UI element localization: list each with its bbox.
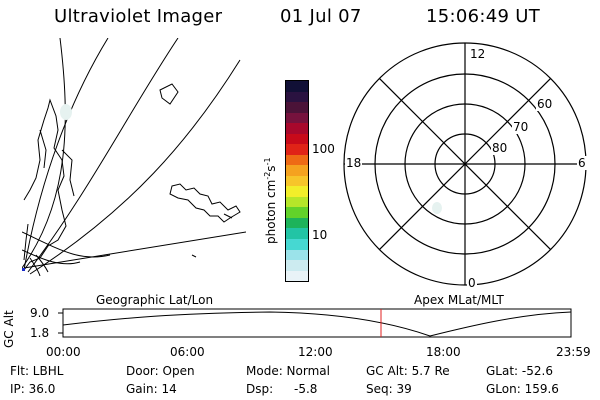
colorbar-swatch [286,102,308,113]
colorbar-swatch [286,133,308,145]
polar-label-18: 18 [345,156,363,170]
polar-ring-60 [374,73,556,255]
info-gc-alt: GC Alt: 5.7 Re [366,364,450,378]
colorbar-swatch [286,112,308,124]
date-label: 01 Jul 07 [280,6,362,27]
colorbar-swatch [286,81,308,92]
polar-label-6: 6 [577,156,587,170]
colorbar-swatch [286,228,308,239]
info-glat: GLat: -52.6 [486,364,553,378]
polar-label-60: 60 [536,97,554,111]
polar-label-70: 70 [512,120,530,134]
info-dsp-label: Dsp: [246,382,274,396]
info-mode: Mode: Normal [246,364,330,378]
time-label: 15:06:49 UT [426,6,541,27]
altitude-y-bottom: 1.8 [30,326,50,340]
info-seq: Seq: 39 [366,382,412,396]
altitude-ylabel: GC Alt [2,310,16,348]
colorbar-unit-label: photon cm-2s-1 [263,157,278,244]
geographic-caption: Geographic Lat/Lon [96,293,214,307]
colorbar-swatch [286,260,308,271]
colorbar-swatch [286,123,308,134]
info-gain: Gain: 14 [126,382,177,396]
polar-diagonal-2 [378,77,552,251]
info-ip: IP: 36.0 [10,382,56,396]
altitude-plot-frame [62,308,572,338]
altitude-x-tick-1800: 18:00 [426,345,461,359]
polar-label-80: 80 [491,141,509,155]
apex-caption: Apex MLat/MLT [414,293,504,307]
colorbar-tick-100: 100 [312,142,335,156]
polar-diagonal-1 [378,77,552,251]
colorbar-swatch [286,165,308,176]
colorbar-swatch [286,207,308,218]
colorbar-swatch [286,249,308,261]
colorbar-swatch [286,91,308,103]
colorbar-swatch [286,217,308,229]
polar-label-12: 12 [469,47,487,61]
altitude-y-top: 9.0 [30,306,50,320]
colorbar-swatch [286,270,308,282]
info-flt: Flt: LBHL [10,364,64,378]
polar-ring-50 [343,42,587,286]
info-dsp-value: -5.8 [294,382,318,396]
altitude-x-tick-2359: 23:59 [556,345,591,359]
altitude-x-tick-0600: 06:00 [170,345,205,359]
info-glon: GLon: 159.6 [486,382,559,396]
colorbar-swatch [286,238,308,250]
altitude-x-tick-0000: 00:00 [46,345,81,359]
polar-ring-80 [434,133,496,195]
colorbar-swatch [286,154,308,166]
altitude-curve [62,311,572,337]
polar-label-0: 0 [467,276,477,290]
colorbar-swatch [286,175,308,187]
altitude-x-tick-1200: 12:00 [298,345,333,359]
colorbar-tick-10: 10 [312,228,328,242]
aurora-spot [432,202,442,214]
colorbar-gradient [285,80,309,282]
colorbar-swatch [286,186,308,197]
colorbar-swatch [286,196,308,208]
polar-ring-70 [404,103,526,225]
instrument-title: Ultraviolet Imager [54,6,223,27]
info-door: Door: Open [126,364,195,378]
colorbar-swatch [286,144,308,155]
